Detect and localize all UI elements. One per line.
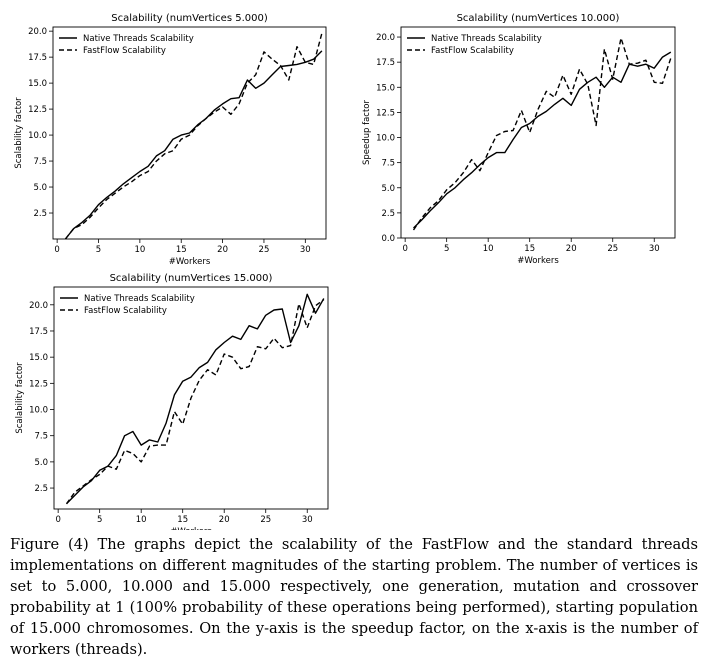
x-tick-label: 20 bbox=[219, 515, 230, 525]
chart-legend: Native Threads Scalability FastFlow Scala… bbox=[59, 34, 194, 56]
x-tick-label: 30 bbox=[302, 515, 313, 525]
x-tick-label: 25 bbox=[259, 245, 270, 255]
y-axis-label: Scalability factor bbox=[14, 97, 24, 169]
y-axis-label: Scalability factor bbox=[15, 362, 25, 434]
y-tick-label: 2.5 bbox=[33, 209, 47, 219]
legend-label: FastFlow Scalability bbox=[431, 46, 514, 56]
y-tick-label: 12.5 bbox=[29, 379, 48, 389]
legend-label: Native Threads Scalability bbox=[84, 294, 195, 304]
x-axis-label: #Workers bbox=[517, 256, 559, 266]
y-tick-label: 12.5 bbox=[376, 108, 395, 118]
chart-title: Scalability (numVertices 15.000) bbox=[110, 273, 273, 284]
figure-charts: 0 5 10 15 20 25 30 2.5 5.0 7.5 10.0 12.5 15.0 17.5 20.… bbox=[14, 13, 676, 530]
y-tick-label: 7.5 bbox=[33, 157, 47, 167]
x-tick-label: 0 bbox=[402, 244, 407, 254]
y-tick-label: 2.5 bbox=[381, 209, 395, 219]
y-tick-label: 20.0 bbox=[29, 301, 48, 311]
y-tick-label: 20.0 bbox=[376, 33, 395, 43]
y-tick-label: 20.0 bbox=[28, 27, 47, 37]
series-line-native-threads bbox=[66, 293, 325, 505]
x-tick-label: 25 bbox=[260, 515, 271, 525]
y-tick-label: 5.0 bbox=[34, 458, 48, 468]
y-tick-label: 15.0 bbox=[376, 83, 395, 93]
plot-frame bbox=[52, 26, 327, 240]
series-line-fastflow bbox=[65, 299, 325, 505]
x-tick-label: 5 bbox=[97, 515, 102, 525]
y-tick-label: 17.5 bbox=[29, 327, 48, 337]
x-tick-label: 30 bbox=[300, 245, 311, 255]
chart-panel-1: 0 5 10 15 20 25 30 2.5 5.0 7.5 10.0 12.5 15.0 17.5 20.… bbox=[14, 13, 327, 267]
y-tick-label: 17.5 bbox=[376, 58, 395, 68]
chart-legend: Native Threads Scalability FastFlow Scala… bbox=[60, 294, 195, 316]
x-tick-label: 10 bbox=[483, 244, 494, 254]
y-tick-label: 7.5 bbox=[381, 159, 395, 169]
x-tick-label: 5 bbox=[444, 244, 449, 254]
x-tick-label: 20 bbox=[217, 245, 228, 255]
x-tick-label: 30 bbox=[649, 244, 660, 254]
y-tick-label: 5.0 bbox=[33, 183, 47, 193]
y-tick-label: 10.0 bbox=[29, 406, 48, 416]
plot-frame bbox=[400, 26, 676, 239]
chart-title: Scalability (numVertices 5.000) bbox=[111, 13, 268, 24]
chart-panel-2: 0 5 10 15 20 25 30 0.0 2.5 5.0 7.5 10.0 12.5 15.0 17.5… bbox=[362, 13, 676, 266]
y-tick-label: 10.0 bbox=[28, 131, 47, 141]
x-tick-label: 20 bbox=[566, 244, 577, 254]
x-tick-label: 15 bbox=[177, 515, 188, 525]
y-axis-label: Speedup factor bbox=[362, 99, 372, 165]
legend-label: FastFlow Scalability bbox=[83, 46, 166, 56]
y-tick-label: 12.5 bbox=[28, 105, 47, 115]
plot-frame bbox=[53, 286, 329, 510]
x-tick-label: 25 bbox=[607, 244, 618, 254]
y-tick-label: 10.0 bbox=[376, 134, 395, 144]
x-tick-label: 5 bbox=[96, 245, 101, 255]
x-tick-label: 15 bbox=[176, 245, 187, 255]
y-tick-label: 5.0 bbox=[381, 184, 395, 194]
x-axis-label: #Workers bbox=[169, 257, 211, 267]
chart-legend: Native Threads Scalability FastFlow Scala… bbox=[407, 34, 542, 56]
series-line-fastflow bbox=[412, 37, 672, 231]
y-tick-label: 17.5 bbox=[28, 53, 47, 63]
legend-label: FastFlow Scalability bbox=[84, 306, 167, 316]
series-line-native-threads bbox=[64, 50, 323, 240]
series-line-native-threads bbox=[413, 51, 672, 229]
x-tick-label: 15 bbox=[524, 244, 535, 254]
x-tick-label: 10 bbox=[134, 245, 145, 255]
x-tick-label: 0 bbox=[54, 245, 59, 255]
legend-label: Native Threads Scalability bbox=[83, 34, 194, 44]
x-axis-label: #Workers bbox=[170, 527, 212, 530]
y-tick-label: 15.0 bbox=[28, 79, 47, 89]
y-tick-label: 15.0 bbox=[29, 353, 48, 363]
legend-label: Native Threads Scalability bbox=[431, 34, 542, 44]
chart-title: Scalability (numVertices 10.000) bbox=[457, 13, 620, 24]
y-tick-label: 2.5 bbox=[34, 484, 48, 494]
y-tick-label: 7.5 bbox=[34, 432, 48, 442]
x-tick-label: 0 bbox=[55, 515, 60, 525]
series-line-fastflow bbox=[64, 33, 323, 240]
y-tick-label: 0.0 bbox=[381, 234, 395, 244]
chart-panel-3: 0 5 10 15 20 25 30 2.5 5.0 7.5 10.0 12.5 15.0 17.5 20.… bbox=[15, 273, 329, 530]
x-tick-label: 10 bbox=[136, 515, 147, 525]
figure-caption: Figure (4) The graphs depict the scalabi… bbox=[10, 536, 698, 658]
